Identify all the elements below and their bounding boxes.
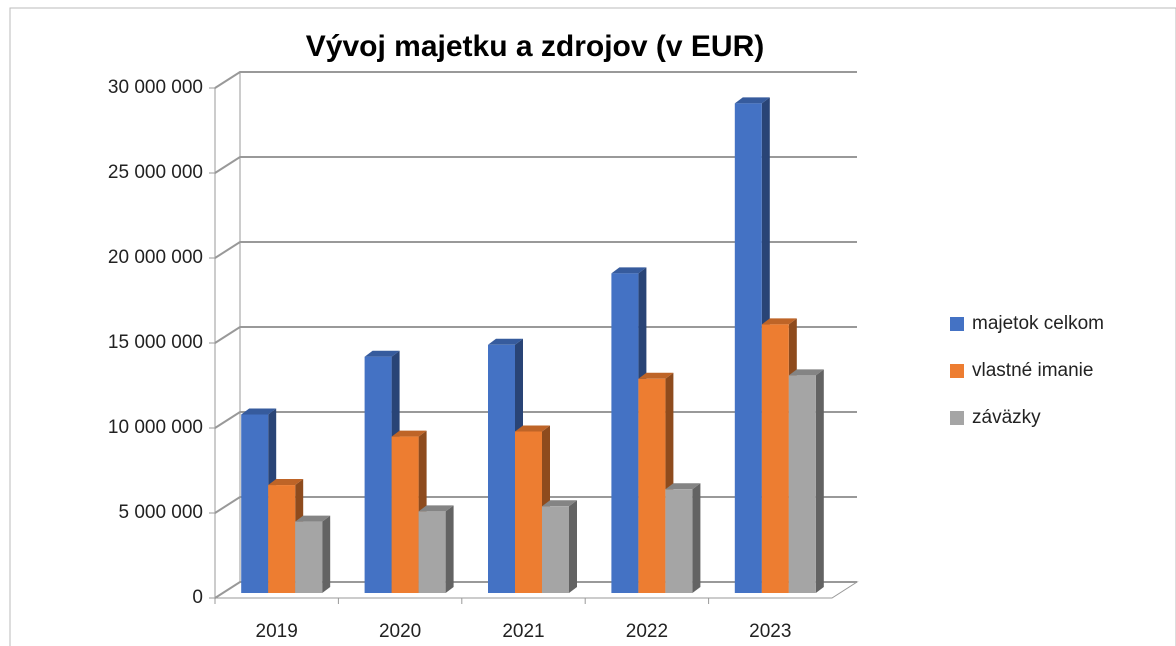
bar-top <box>542 500 577 507</box>
bar-side <box>692 483 701 593</box>
grid-line <box>214 241 857 259</box>
grid-line <box>214 326 857 344</box>
legend-label: záväzky <box>972 407 1041 428</box>
grid-line <box>214 71 857 89</box>
y-tick-label: 25 000 000 <box>108 162 203 183</box>
bar-front <box>638 378 666 593</box>
bar <box>295 515 331 593</box>
bar <box>364 350 400 593</box>
frame <box>9 7 1176 646</box>
y-tick-label: 0 <box>192 587 203 608</box>
bar-top <box>611 267 647 274</box>
y-tick-label: 30 000 000 <box>108 77 203 98</box>
bar-front <box>364 356 392 593</box>
y-tick-label: 20 000 000 <box>108 247 203 268</box>
bar-top <box>734 97 770 104</box>
bar-top <box>241 408 277 415</box>
bar-front <box>611 273 639 593</box>
bar-top <box>418 505 454 512</box>
bar-front <box>391 436 419 593</box>
bar-top <box>761 318 797 325</box>
grid-line <box>214 156 857 174</box>
bar <box>665 483 701 593</box>
y-tick-label: 5 000 000 <box>118 502 203 523</box>
bar-top <box>364 350 400 357</box>
bar-side <box>815 369 824 593</box>
y-tick-label: 10 000 000 <box>108 417 203 438</box>
bar-front <box>788 375 816 593</box>
x-tick-label: 2022 <box>626 621 668 642</box>
bar <box>542 500 577 593</box>
bar <box>418 505 454 593</box>
bar-front <box>268 485 296 593</box>
bar <box>788 369 824 593</box>
bar-front <box>488 344 515 593</box>
x-tick-label: 2023 <box>749 621 791 642</box>
legend-swatch <box>950 411 964 425</box>
chart-title: Vývoj majetku a zdrojov (v EUR) <box>306 30 764 63</box>
legend-label: vlastné imanie <box>972 360 1093 381</box>
bar-front <box>418 511 446 593</box>
x-tick-label: 2019 <box>256 621 298 642</box>
x-tick-label: 2021 <box>502 621 544 642</box>
bar-top <box>788 369 824 376</box>
x-tick-label: 2020 <box>379 621 421 642</box>
bar-side <box>569 500 577 593</box>
bar-front <box>761 324 789 593</box>
bar-front <box>515 431 542 593</box>
bar-top <box>515 425 550 432</box>
bar-front <box>542 506 569 593</box>
bar-top <box>488 338 523 345</box>
bar-top <box>665 483 701 490</box>
legend-swatch <box>950 317 964 331</box>
bar-top <box>391 430 427 437</box>
bar-top <box>295 515 331 522</box>
bar-top <box>268 479 304 486</box>
bar-front <box>295 521 323 593</box>
legend-swatch <box>950 364 964 378</box>
bar-top <box>638 372 674 379</box>
bar-front <box>241 414 269 593</box>
bar-side <box>322 515 331 593</box>
bar-front <box>734 103 762 594</box>
bar-front <box>665 489 693 593</box>
y-tick-label: 15 000 000 <box>108 332 203 353</box>
bar-side <box>445 505 454 593</box>
legend-label: majetok celkom <box>972 313 1104 334</box>
